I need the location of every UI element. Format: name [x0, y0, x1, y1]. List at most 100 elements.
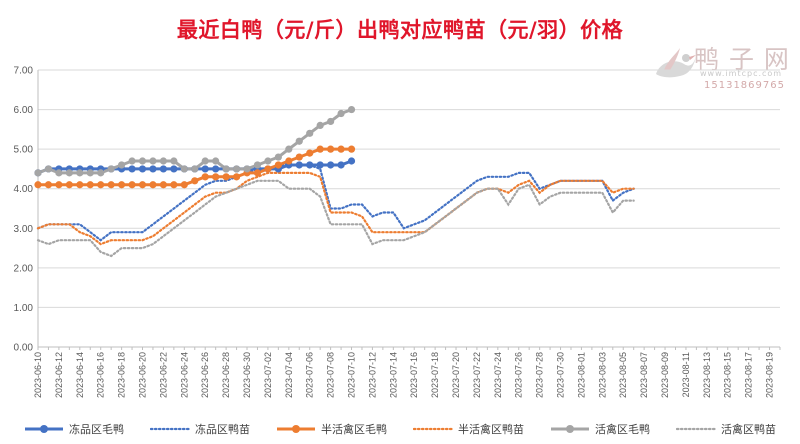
data-point	[201, 165, 209, 173]
series-line-3	[36, 171, 635, 246]
x-tick-label: 2023-08-01	[576, 352, 586, 398]
x-tick-label: 2023-08-09	[660, 352, 670, 398]
data-point	[232, 173, 241, 181]
data-point	[316, 161, 324, 169]
x-tick-label: 2023-07-26	[514, 352, 524, 398]
data-point	[285, 145, 293, 153]
legend-label: 半活禽区毛鸭	[321, 423, 387, 436]
legend-item: 半活禽区鸭苗	[413, 421, 524, 437]
x-tick-label: 2023-07-14	[388, 352, 398, 398]
x-tick-label: 2023-07-28	[535, 352, 545, 398]
data-point	[97, 169, 105, 177]
data-point	[107, 181, 115, 189]
data-point	[159, 181, 168, 189]
x-tick-label: 2023-07-30	[556, 352, 566, 398]
data-point	[44, 181, 53, 189]
x-tick-label: 2023-07-12	[367, 352, 377, 398]
legend-item: 冻品区毛鸭	[24, 421, 124, 437]
y-tick-label: 0.00	[14, 343, 34, 354]
y-tick-label: 2.00	[14, 263, 34, 274]
data-point	[274, 153, 282, 161]
x-tick-label: 2023-08-15	[723, 352, 733, 398]
data-point	[347, 145, 356, 153]
legend-swatch	[551, 425, 589, 433]
data-point	[337, 109, 345, 118]
data-point	[201, 157, 209, 165]
data-point	[191, 177, 199, 185]
data-point	[295, 153, 303, 161]
x-tick-label: 2023-07-18	[430, 352, 440, 398]
legend: 冻品区毛鸭 冻品区鸭苗 半活禽区毛鸭 半活禽区鸭苗 活禽区毛鸭 活禽区鸭苗	[0, 419, 800, 439]
data-point	[212, 157, 220, 165]
watermark-phone: 15131869765	[704, 80, 785, 91]
data-point	[327, 161, 335, 169]
data-point	[232, 165, 241, 173]
data-point	[65, 181, 73, 189]
legend-label: 半活禽区鸭苗	[458, 423, 524, 436]
x-tick-label: 2023-07-16	[409, 352, 419, 398]
series-markers	[34, 105, 356, 189]
watermark-site: www.imtcpc.com	[700, 69, 783, 78]
legend-swatch	[150, 427, 190, 431]
data-point	[306, 149, 314, 157]
data-point	[138, 181, 147, 189]
x-tick-label: 2023-06-24	[179, 352, 189, 398]
data-point	[149, 181, 157, 189]
x-tick-label: 2023-07-02	[263, 352, 273, 398]
x-tick-label: 2023-08-11	[681, 352, 691, 397]
chart-title: 最近白鸭（元/斤）出鸭对应鸭苗（元/羽）价格	[176, 18, 624, 42]
legend-label: 冻品区毛鸭	[69, 423, 124, 436]
data-point	[264, 165, 272, 173]
data-point	[170, 181, 178, 189]
x-tick-label: 2023-08-17	[744, 352, 754, 398]
data-point	[264, 157, 272, 165]
data-point	[347, 157, 356, 165]
data-point	[191, 165, 199, 173]
x-tick-label: 2023-08-03	[597, 352, 607, 398]
series-line-5	[36, 179, 635, 258]
data-point	[76, 169, 84, 177]
x-tick-label: 2023-08-19	[765, 352, 775, 398]
series-line-4	[37, 108, 353, 175]
x-tick-label: 2023-08-05	[618, 352, 628, 398]
data-point	[170, 157, 178, 165]
x-tick-label: 2023-06-30	[242, 352, 252, 398]
data-point	[222, 165, 230, 173]
data-point	[149, 165, 157, 173]
data-point	[347, 105, 356, 114]
x-tick-label: 2023-06-28	[221, 352, 231, 398]
x-tick-label: 2023-06-18	[117, 352, 127, 398]
data-point	[159, 157, 168, 165]
x-tick-label: 2023-06-14	[75, 352, 85, 398]
data-point	[295, 137, 303, 145]
x-tick-label: 2023-07-22	[472, 352, 482, 398]
x-tick-label: 2023-06-26	[200, 352, 210, 398]
x-tick-label: 2023-07-10	[347, 352, 357, 398]
data-point	[65, 169, 73, 177]
data-point	[253, 161, 262, 169]
x-tick-label: 2023-06-16	[96, 352, 106, 398]
data-point	[34, 181, 42, 189]
data-point	[306, 129, 314, 137]
data-point	[222, 173, 230, 181]
y-tick-label: 7.00	[14, 66, 34, 77]
data-point	[97, 181, 105, 189]
data-point	[128, 165, 136, 173]
gridlines	[38, 69, 780, 308]
data-point	[327, 145, 335, 153]
x-tick-label: 2023-07-06	[305, 352, 315, 398]
data-point	[180, 165, 188, 173]
duck-logo-icon	[656, 48, 696, 78]
x-tick-label: 2023-07-04	[284, 352, 294, 398]
data-point	[138, 157, 147, 165]
y-tick-label: 4.00	[14, 184, 34, 195]
x-tick-label: 2023-06-12	[54, 352, 64, 398]
legend-item: 活禽区鸭苗	[676, 421, 776, 437]
data-point	[253, 169, 262, 177]
data-point	[159, 165, 168, 173]
x-tick-label: 2023-06-20	[138, 352, 148, 398]
data-point	[55, 181, 63, 189]
legend-item: 活禽区毛鸭	[550, 421, 650, 437]
data-point	[149, 157, 157, 165]
data-point	[55, 169, 63, 177]
